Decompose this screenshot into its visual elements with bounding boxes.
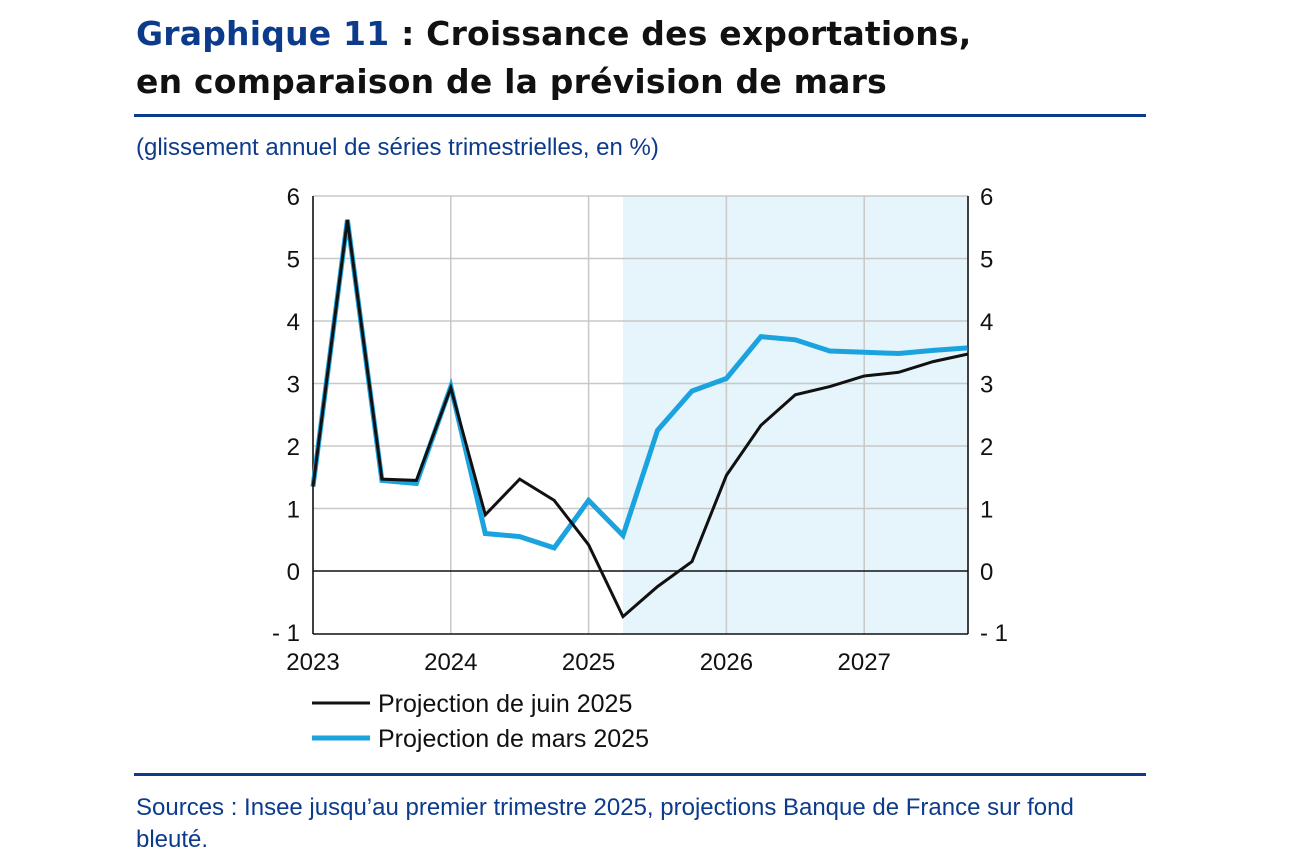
y-tick-label-left: 0 [287, 559, 300, 586]
y-tick-label-right: 0 [980, 559, 993, 586]
chart-title-line2: en comparaison de la prévision de mars [136, 62, 887, 101]
y-tick-label-right: 6 [980, 184, 993, 211]
y-tick-label-right: 1 [980, 497, 993, 524]
chart-title-line1: : Croissance des exportations, [389, 14, 972, 53]
y-tick-label-right: 2 [980, 434, 993, 461]
x-tick-label: 2023 [286, 649, 339, 676]
y-tick-label-right: 5 [980, 247, 993, 274]
projection-band [623, 196, 968, 634]
y-tick-label-left: 4 [287, 309, 300, 336]
y-tick-label-left: 1 [287, 497, 300, 524]
y-tick-label-left: - 1 [272, 620, 300, 647]
legend-label-mars: Projection de mars 2025 [378, 725, 649, 753]
y-tick-label-left: 6 [287, 184, 300, 211]
y-tick-label-left: 5 [287, 247, 300, 274]
footer-divider [134, 773, 1146, 776]
legend-label-juin: Projection de juin 2025 [378, 690, 632, 718]
sources-note: Sources : Insee jusqu’au premier trimest… [136, 794, 1074, 853]
x-tick-label: 2027 [838, 649, 891, 676]
chart-number: Graphique 11 [136, 14, 390, 53]
series-line-juin-2025 [311, 219, 968, 620]
title-divider [134, 114, 1146, 117]
y-tick-label-left: 3 [287, 372, 300, 399]
y-tick-label-right: - 1 [980, 620, 1008, 647]
x-tick-label: 2024 [424, 649, 477, 676]
x-tick-label: 2025 [562, 649, 615, 676]
y-tick-label-right: 4 [980, 309, 993, 336]
x-tick-label: 2026 [700, 649, 753, 676]
chart-subtitle: (glissement annuel de séries trimestriel… [136, 134, 659, 161]
y-tick-label-right: 3 [980, 372, 993, 399]
chart-title: Graphique 11 : Croissance des exportatio… [136, 10, 1146, 106]
y-tick-label-left: 2 [287, 434, 300, 461]
